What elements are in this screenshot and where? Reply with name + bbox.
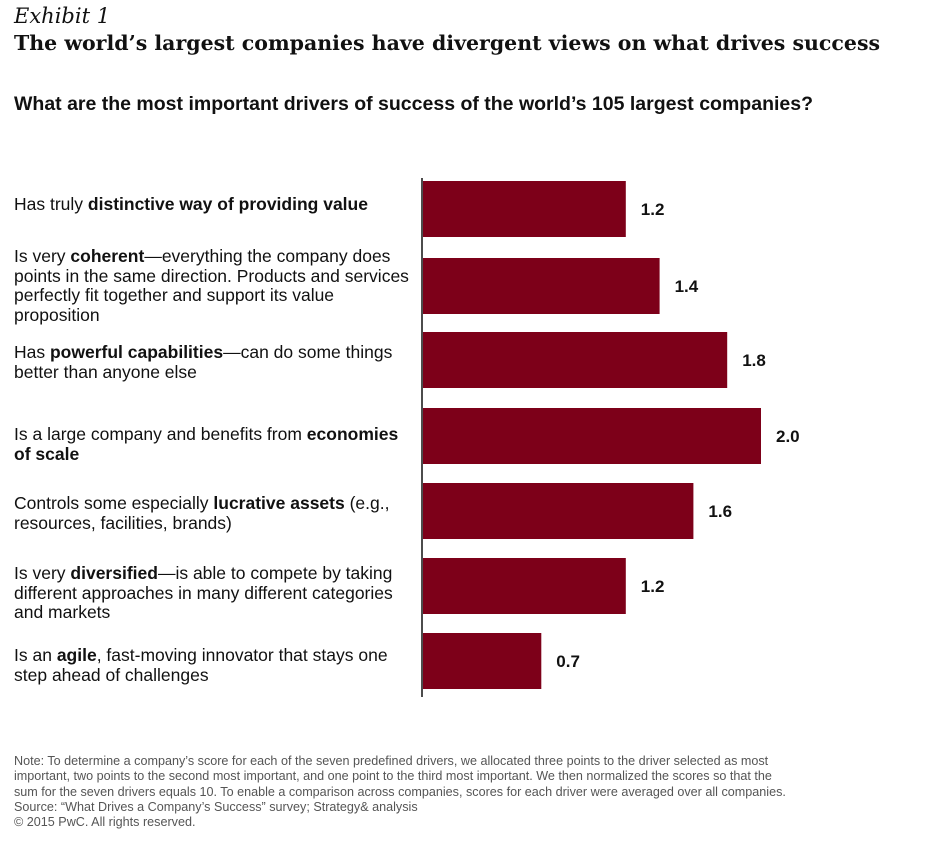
category-label-3-part-1: Has [14, 342, 50, 362]
category-label-2-part-2: coherent [70, 246, 145, 266]
bar-chart: 1.2 1.4 1.8 2.0 1.6 1.2 0.7 [421, 178, 800, 697]
bar-value-label-5: 1.6 [708, 502, 732, 521]
bar-7 [423, 633, 542, 689]
bar-6 [423, 558, 626, 614]
category-label-1-part-2: distinctive way of providing value [87, 194, 368, 214]
footnote: Note: To determine a company’s score for… [14, 754, 914, 830]
category-label-5: Controls some especially lucrative asset… [14, 493, 414, 533]
bar-value-label-6: 1.2 [641, 577, 665, 596]
bar-5 [423, 483, 694, 539]
category-label-2-part-3: —everything the company does points in t… [14, 246, 409, 325]
bar-value-label-7: 0.7 [556, 652, 580, 671]
category-label-3-part-3: —can do some things better than anyone e… [14, 342, 393, 382]
bar-value-label-2: 1.4 [675, 277, 699, 296]
bar-4 [423, 408, 761, 464]
category-label-7-part-3: , fast-moving innovator that stays one s… [14, 645, 388, 685]
category-label-3-part-2: powerful capabilities [49, 342, 224, 362]
category-label-1-part-1: Has truly [14, 194, 88, 214]
category-label-5-part-3: (e.g., resources, facilities, brands) [14, 493, 390, 533]
note-line-1: Note: To determine a company’s score for… [14, 754, 769, 768]
category-label-3: Has powerful capabilities—can do some th… [14, 342, 414, 382]
category-label-4-part-2: economies of scale [14, 424, 399, 464]
bar-value-label-3: 1.8 [742, 351, 766, 370]
category-label-4: Is a large company and benefits from eco… [14, 424, 414, 464]
category-label-6-part-1: Is very [14, 563, 71, 583]
chart-question: What are the most important drivers of s… [14, 93, 813, 115]
note-line-3: sum for the seven drivers equals 10. To … [14, 784, 786, 799]
chart-headline: The world’s largest companies have diver… [14, 31, 881, 55]
category-label-2: Is very coherent—everything the company … [14, 246, 414, 325]
category-label-6-part-2: diversified [70, 563, 158, 583]
category-label-7-part-1: Is an [14, 645, 57, 665]
note-line-2: important, two points to the second most… [14, 769, 772, 784]
exhibit-label: Exhibit 1 [14, 4, 111, 28]
category-label-6-part-3: —is able to compete by taking different … [14, 563, 393, 622]
category-label-2-part-1: Is very [14, 246, 71, 266]
category-label-4-part-1: Is a large company and benefits from [14, 424, 307, 444]
category-label-6: Is very diversified—is able to compete b… [14, 563, 414, 623]
category-label-7: Is an agile, fast-moving innovator that … [14, 645, 414, 685]
copyright-line: © 2015 PwC. All rights reserved. [14, 815, 196, 830]
bar-value-label-1: 1.2 [641, 200, 665, 219]
category-label-5-part-1: Controls some especially [14, 493, 214, 513]
category-label-7-part-2: agile [56, 645, 97, 665]
bar-value-label-4: 2.0 [776, 427, 800, 446]
driver-labels: Has truly distinctive way of providing v… [0, 0, 420, 855]
bar-1 [423, 181, 626, 237]
source-line: Source: “What Drives a Company’s Success… [14, 799, 418, 814]
bar-3 [423, 332, 728, 388]
category-label-5-part-2: lucrative assets [213, 493, 345, 513]
bar-2 [423, 258, 660, 314]
category-label-1: Has truly distinctive way of providing v… [14, 194, 414, 215]
